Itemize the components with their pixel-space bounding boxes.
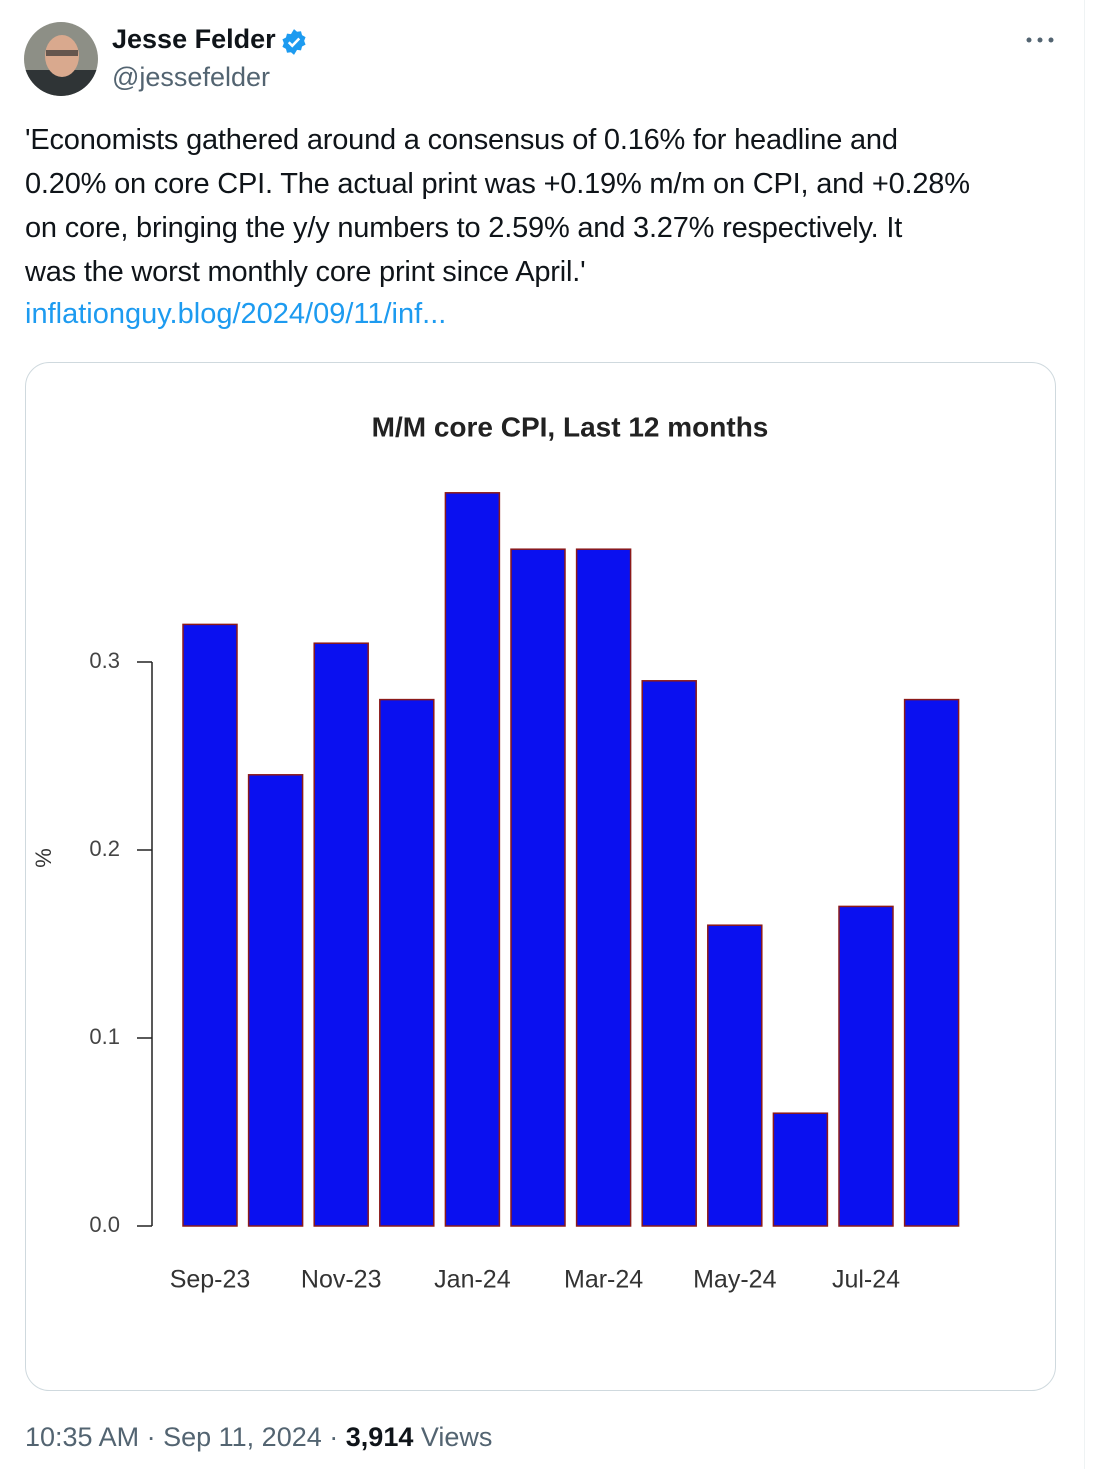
views-label: Views <box>420 1422 493 1452</box>
verified-badge <box>282 29 306 55</box>
x-tick-label: Jan-24 <box>434 1266 511 1294</box>
bar <box>182 623 238 1227</box>
bar <box>510 548 566 1227</box>
tweet-text-line: was the worst monthly core print since A… <box>25 256 586 288</box>
y-tick-label: 0.2 <box>89 836 120 861</box>
bar <box>379 698 435 1227</box>
tweet-link[interactable]: inflationguy.blog/2024/09/11/inf... <box>25 298 447 330</box>
author-name[interactable]: Jesse Felder <box>112 24 276 54</box>
chart: M/M core CPI, Last 12 months % 0.0 0.1 0.2… <box>25 362 1056 1391</box>
bar <box>575 548 632 1227</box>
separator: · <box>146 1422 156 1452</box>
view-count: 3,914 <box>345 1422 414 1452</box>
bar <box>247 774 304 1227</box>
bar <box>903 698 960 1227</box>
x-tick-label: May-24 <box>693 1266 776 1294</box>
tweet-footer: 10:35 AM · Sep 11, 2024 · 3,914 Views <box>25 1422 492 1453</box>
tweet-text-line: 0.20% on core CPI. The actual print was … <box>25 168 970 200</box>
chart-title: M/M core CPI, Last 12 months <box>372 411 769 442</box>
bar <box>641 680 697 1227</box>
x-tick-label: Sep-23 <box>170 1266 251 1294</box>
y-tick-label: 0.0 <box>89 1212 120 1237</box>
post-date[interactable]: Sep 11, 2024 <box>163 1422 322 1452</box>
y-tick-label: 0.3 <box>89 648 120 673</box>
y-tick-label: 0.1 <box>89 1024 120 1049</box>
author-handle[interactable]: @jessefelder <box>112 62 270 92</box>
bar <box>313 642 369 1227</box>
column-border <box>1084 0 1085 1469</box>
tweet-text-line: on core, bringing the y/y numbers to 2.5… <box>25 212 903 244</box>
y-axis-label: % <box>31 848 56 868</box>
bar <box>838 905 894 1227</box>
x-tick-label: Nov-23 <box>301 1266 382 1294</box>
more-menu[interactable] <box>1024 30 1056 50</box>
x-tick-label: Jul-24 <box>832 1266 900 1294</box>
separator: · <box>329 1422 339 1452</box>
bar <box>444 492 501 1227</box>
avatar[interactable] <box>24 22 98 96</box>
bar <box>707 924 763 1227</box>
post-time[interactable]: 10:35 AM <box>25 1422 140 1452</box>
x-tick-label: Mar-24 <box>564 1266 643 1294</box>
bar <box>772 1112 829 1227</box>
tweet-text-line: 'Economists gathered around a consensus … <box>25 124 898 156</box>
